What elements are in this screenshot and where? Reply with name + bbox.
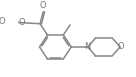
- Text: O: O: [19, 18, 25, 27]
- Text: N: N: [84, 42, 91, 51]
- Text: O: O: [40, 1, 47, 10]
- Text: O: O: [117, 42, 124, 51]
- Text: O: O: [0, 17, 5, 26]
